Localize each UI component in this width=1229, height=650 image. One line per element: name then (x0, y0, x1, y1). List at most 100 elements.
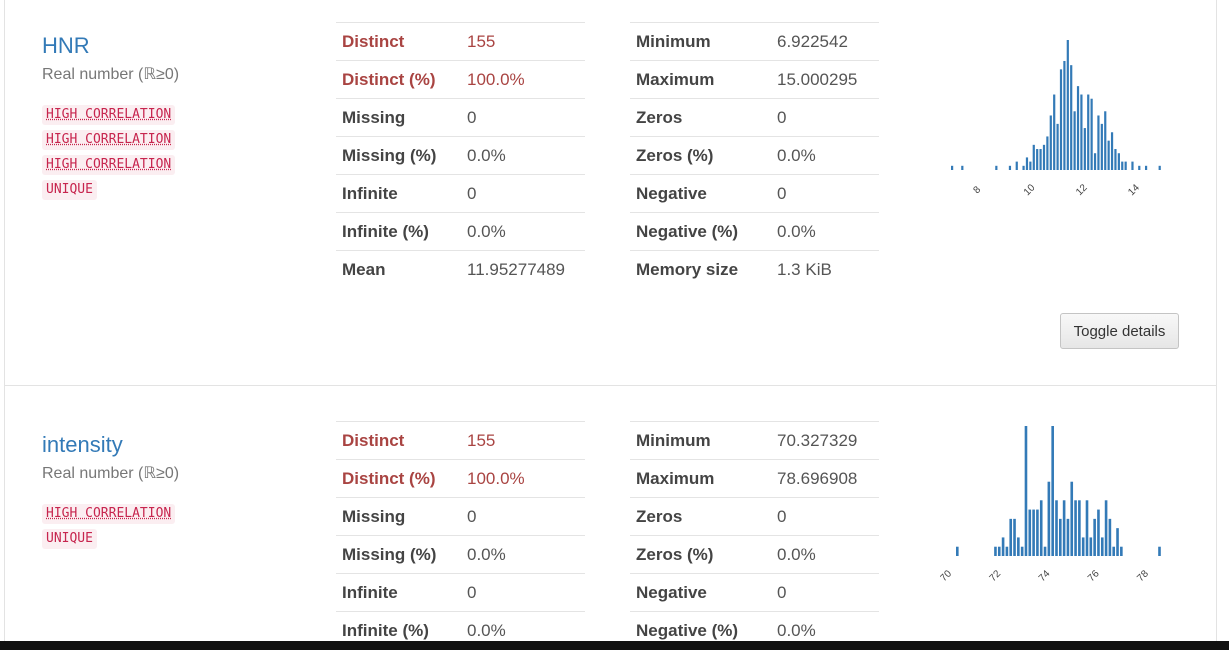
histogram-bar[interactable] (1042, 144, 1046, 170)
variable-name[interactable]: HNR (42, 33, 90, 58)
histogram-bar[interactable] (1081, 537, 1085, 556)
histogram-bar[interactable] (1062, 500, 1066, 556)
histogram-bar[interactable] (1089, 537, 1093, 556)
histogram-chart[interactable]: 70 72 74 76 78 (940, 426, 1175, 606)
histogram-bar[interactable] (1001, 537, 1005, 556)
histogram-bar[interactable] (1108, 518, 1112, 556)
variable-section-intensity: intensity Real number (ℝ≥0) HIGH CORRELA… (5, 386, 1216, 650)
histogram-bar[interactable] (1124, 161, 1127, 170)
histogram-bar[interactable] (1083, 128, 1086, 170)
histogram-bar[interactable] (1100, 537, 1104, 556)
histogram-bar[interactable] (1036, 509, 1039, 556)
histogram-bar[interactable] (1051, 426, 1054, 556)
histogram-bar[interactable] (951, 165, 954, 170)
histogram-bar[interactable] (1036, 149, 1039, 170)
stat-label: Mean (336, 250, 461, 288)
histogram-bar[interactable] (1121, 161, 1124, 170)
histogram-bar[interactable] (1090, 98, 1093, 170)
histogram-bar[interactable] (1107, 140, 1110, 170)
histogram-bar[interactable] (1029, 161, 1032, 170)
histogram-bar[interactable] (1093, 518, 1096, 556)
stat-label: Distinct (%) (336, 459, 461, 498)
stat-label: Missing (336, 98, 461, 137)
histogram-bar[interactable] (1005, 546, 1009, 556)
histogram-bar[interactable] (1043, 546, 1047, 556)
histogram-bar[interactable] (1070, 481, 1074, 556)
stat-row-missing: Missing 0 (336, 98, 585, 137)
histogram-bar[interactable] (1032, 509, 1035, 556)
histogram-bar[interactable] (1097, 509, 1100, 556)
histogram-bar[interactable] (1013, 518, 1016, 556)
histogram-bar[interactable] (961, 165, 964, 170)
histogram-bar[interactable] (1046, 136, 1049, 170)
histogram-bar[interactable] (1093, 153, 1097, 170)
histogram-bar[interactable] (1020, 546, 1024, 556)
histogram-bar[interactable] (1063, 60, 1066, 170)
histogram-bar[interactable] (1039, 149, 1042, 170)
histogram-bar[interactable] (1059, 69, 1063, 170)
histogram-bar[interactable] (1056, 123, 1059, 170)
histogram-bar[interactable] (1104, 111, 1107, 170)
histogram-bar[interactable] (1009, 518, 1013, 556)
unique-badge: UNIQUE (42, 180, 97, 200)
histogram-bar[interactable] (1073, 111, 1076, 170)
histogram-bar[interactable] (1049, 115, 1052, 170)
high-correlation-badge[interactable]: HIGH CORRELATION (42, 105, 176, 125)
high-correlation-badge[interactable]: HIGH CORRELATION (42, 504, 176, 524)
histogram-bar[interactable] (1047, 481, 1051, 556)
histogram-bar[interactable] (1158, 546, 1161, 556)
histogram-bar[interactable] (1032, 144, 1035, 170)
stat-label: Zeros (630, 497, 771, 536)
histogram-bar[interactable] (1104, 500, 1108, 556)
histogram-bar[interactable] (1015, 161, 1018, 170)
histogram-bar[interactable] (1022, 165, 1025, 170)
histogram-bar[interactable] (1080, 94, 1083, 170)
histogram-bar[interactable] (1017, 537, 1020, 556)
variable-name[interactable]: intensity (42, 432, 123, 457)
stat-row-missing-pct: Missing (%) 0.0% (336, 535, 585, 574)
high-correlation-badge[interactable]: HIGH CORRELATION (42, 155, 176, 175)
histogram-bar[interactable] (1039, 500, 1043, 556)
histogram-bar[interactable] (1008, 165, 1012, 170)
histogram-bar[interactable] (1055, 500, 1058, 556)
histogram-bar[interactable] (1100, 123, 1103, 170)
histogram-bar[interactable] (1158, 165, 1161, 170)
histogram-bar[interactable] (1120, 546, 1123, 556)
stat-value: 0.0% (461, 535, 585, 574)
histogram-bar[interactable] (1085, 500, 1089, 556)
histogram-bar[interactable] (1112, 546, 1116, 556)
histogram-bar[interactable] (956, 546, 959, 556)
stat-value: 11.95277489 (461, 250, 585, 288)
stat-value: 0.0% (771, 212, 879, 251)
histogram-bar[interactable] (1024, 426, 1028, 556)
histogram-bar[interactable] (1074, 500, 1077, 556)
histogram-bar[interactable] (1110, 132, 1114, 170)
histogram-bar[interactable] (1059, 518, 1062, 556)
histogram-bar[interactable] (1097, 115, 1100, 170)
stat-row-negative-pct: Negative (%) 0.0% (630, 212, 879, 251)
histogram-bar[interactable] (1053, 94, 1056, 170)
histogram-bar[interactable] (1025, 157, 1029, 170)
histogram-bar[interactable] (1138, 165, 1141, 170)
histogram-chart[interactable]: 8 10 12 14 (940, 30, 1175, 210)
stat-value: 78.696908 (771, 459, 879, 498)
stat-value: 0 (771, 497, 879, 536)
histogram-bar[interactable] (994, 546, 997, 556)
histogram-bar[interactable] (995, 165, 998, 170)
histogram-bar[interactable] (1078, 500, 1081, 556)
histogram-bar[interactable] (1117, 153, 1120, 170)
histogram-bar[interactable] (1066, 518, 1070, 556)
histogram-bar[interactable] (1144, 165, 1148, 170)
toggle-details-button[interactable]: Toggle details (1060, 313, 1179, 349)
histogram-bar[interactable] (1087, 94, 1090, 170)
histogram-bar[interactable] (1066, 40, 1069, 170)
histogram-bar[interactable] (1114, 149, 1117, 170)
histogram-bar[interactable] (1028, 509, 1032, 556)
histogram-bar[interactable] (1116, 528, 1119, 556)
histogram-bar[interactable] (997, 546, 1001, 556)
histogram-bar[interactable] (1070, 65, 1073, 170)
histogram-bar[interactable] (1076, 86, 1080, 170)
histogram-bar[interactable] (1131, 161, 1134, 170)
high-correlation-badge[interactable]: HIGH CORRELATION (42, 130, 176, 150)
stat-label: Missing (%) (336, 535, 461, 574)
